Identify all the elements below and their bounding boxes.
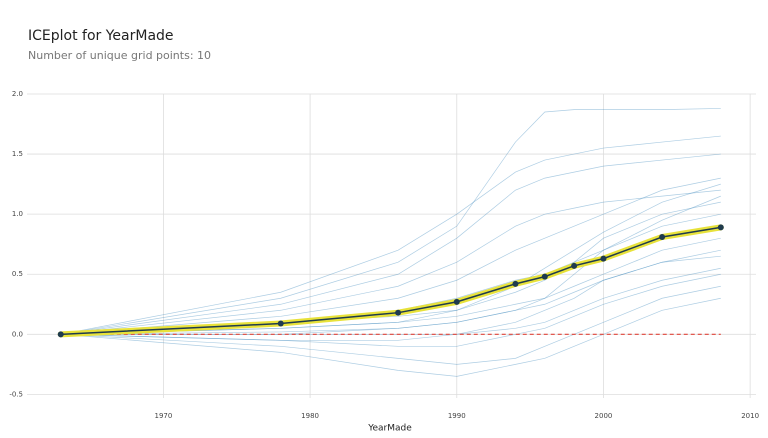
chart-subtitle: Number of unique grid points: 10 [28, 49, 211, 62]
ice-line [60, 177, 721, 335]
ice-line [60, 285, 721, 365]
ice-line [60, 189, 721, 335]
average-point [717, 224, 724, 231]
average-point [395, 309, 402, 316]
average-point [541, 273, 548, 280]
y-tick-label: 1.5 [12, 150, 23, 158]
ice-line [60, 195, 721, 335]
ice-line [60, 267, 721, 335]
x-tick-label: 1990 [448, 412, 466, 420]
average-point [571, 262, 578, 269]
average-point [600, 255, 607, 262]
ice-line [60, 237, 721, 335]
y-tick-label: 0.0 [12, 330, 23, 338]
ice-line [60, 153, 721, 335]
average-line [60, 226, 721, 336]
y-tick-label: 2.0 [12, 90, 23, 98]
ice-line [60, 297, 721, 377]
ice-line [60, 273, 721, 347]
ice-line [60, 135, 721, 335]
ice-line [60, 249, 721, 335]
average-point [277, 320, 284, 327]
average-point [453, 298, 460, 305]
x-tick-label: 2000 [595, 412, 613, 420]
average-point [659, 233, 666, 240]
chart-title: ICEplot for YearMade [28, 28, 174, 44]
x-tick-label: 2010 [741, 412, 759, 420]
y-tick-label: 0.5 [12, 270, 23, 278]
average-point [512, 280, 519, 287]
ice-line [60, 255, 721, 341]
ice-line [60, 108, 721, 335]
x-tick-label: 1980 [301, 412, 319, 420]
x-tick-label: 1970 [154, 412, 172, 420]
x-axis-label: YearMade [367, 424, 412, 434]
y-tick-label: -0.5 [9, 390, 23, 398]
average-point [57, 331, 64, 338]
y-tick-label: 1.0 [12, 210, 23, 218]
